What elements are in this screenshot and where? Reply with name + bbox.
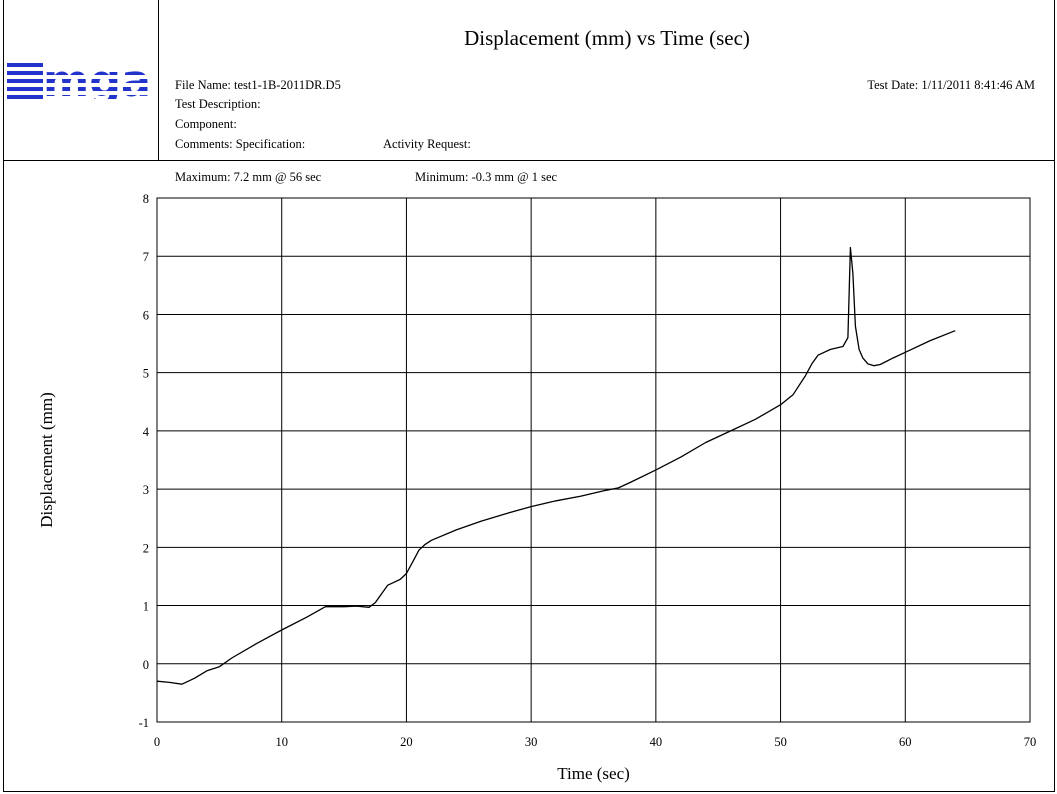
maximum-stat: Maximum: 7.2 mm @ 56 sec — [175, 170, 322, 184]
header-divider — [3, 160, 1055, 161]
x-tick-label: 0 — [154, 735, 160, 749]
y-tick-label: 3 — [143, 483, 149, 497]
y-tick-label: 0 — [143, 658, 149, 672]
x-tick-label: 20 — [400, 735, 413, 749]
y-tick-label: -1 — [139, 716, 149, 730]
minimum-stat: Minimum: -0.3 mm @ 1 sec — [415, 170, 558, 184]
x-tick-label: 70 — [1024, 735, 1037, 749]
y-tick-label: 5 — [143, 367, 149, 381]
report-frame — [3, 0, 1055, 792]
x-axis-label: Time (sec) — [557, 764, 630, 783]
x-tick-label: 40 — [650, 735, 663, 749]
activity-request: Activity Request: — [383, 137, 471, 151]
x-tick-label: 30 — [525, 735, 538, 749]
series-line — [156, 246, 956, 685]
component: Component: — [175, 117, 237, 131]
comments: Comments: Specification: — [175, 137, 306, 151]
plot-area — [156, 197, 1031, 723]
y-tick-label: 1 — [143, 600, 149, 614]
y-tick-label: 7 — [143, 250, 149, 264]
y-tick-label: 6 — [143, 308, 149, 322]
x-tick-label: 60 — [899, 735, 912, 749]
chart-title: Displacement (mm) vs Time (sec) — [464, 26, 750, 50]
y-tick-label: 4 — [143, 425, 150, 439]
x-tick-label: 10 — [275, 735, 288, 749]
company-logo: mga — [7, 63, 155, 99]
y-tick-label: 2 — [143, 541, 149, 555]
x-tick-label: 50 — [774, 735, 787, 749]
y-tick-label: 8 — [143, 192, 149, 206]
file-name: File Name: test1-1B-2011DR.D5 — [175, 78, 341, 92]
y-axis-label: Displacement (mm) — [37, 392, 56, 528]
test-date: Test Date: 1/11/2011 8:41:46 AM — [867, 78, 1035, 92]
logo-divider — [158, 0, 159, 160]
test-description: Test Description: — [175, 97, 261, 111]
